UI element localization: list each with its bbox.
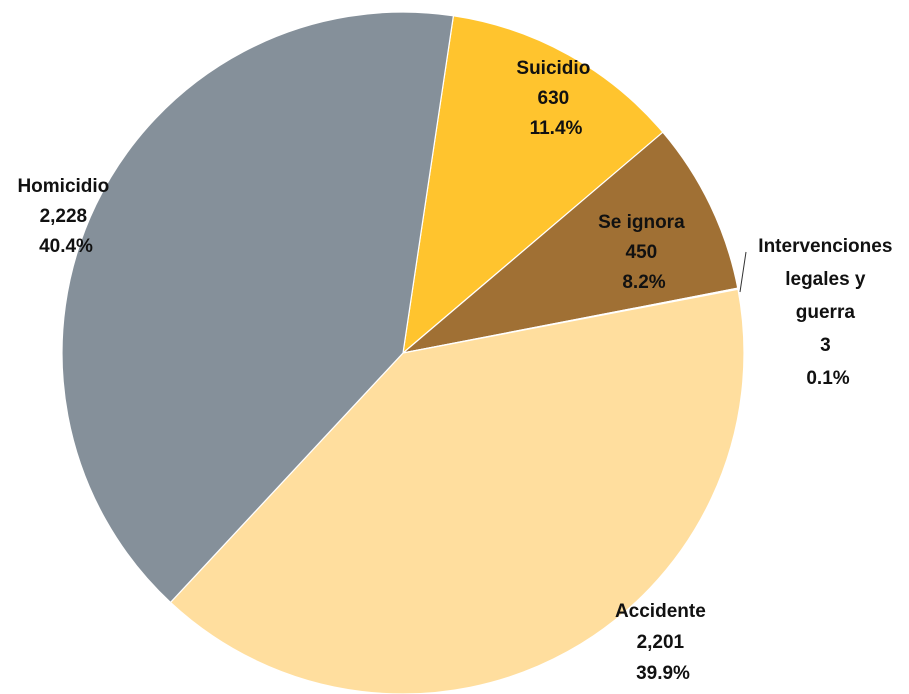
slice-label-homicidio: Homicidio 2,228 40.4% bbox=[17, 176, 114, 257]
pie-slice-se-ignora bbox=[400, 131, 739, 355]
slice-label-accidente: Accidente 2,201 39.9% bbox=[615, 601, 711, 684]
leader-line-intervenciones bbox=[739, 251, 747, 293]
pie-slice-homicidio bbox=[61, 11, 455, 604]
pie-slice-suicidio bbox=[402, 15, 664, 355]
slice-label-intervenciones: Intervenciones legales y guerra 3 0.1% bbox=[758, 236, 897, 389]
slice-label-suicidio: Suicidio 630 11.4% bbox=[516, 58, 595, 139]
pie-slices bbox=[61, 11, 745, 694]
pie-labels: Suicidio 630 11.4% Se ignora 450 8.2% In… bbox=[17, 58, 897, 684]
slice-label-se-ignora: Se ignora 450 8.2% bbox=[598, 212, 690, 293]
pie-slice-accidente bbox=[169, 288, 745, 694]
